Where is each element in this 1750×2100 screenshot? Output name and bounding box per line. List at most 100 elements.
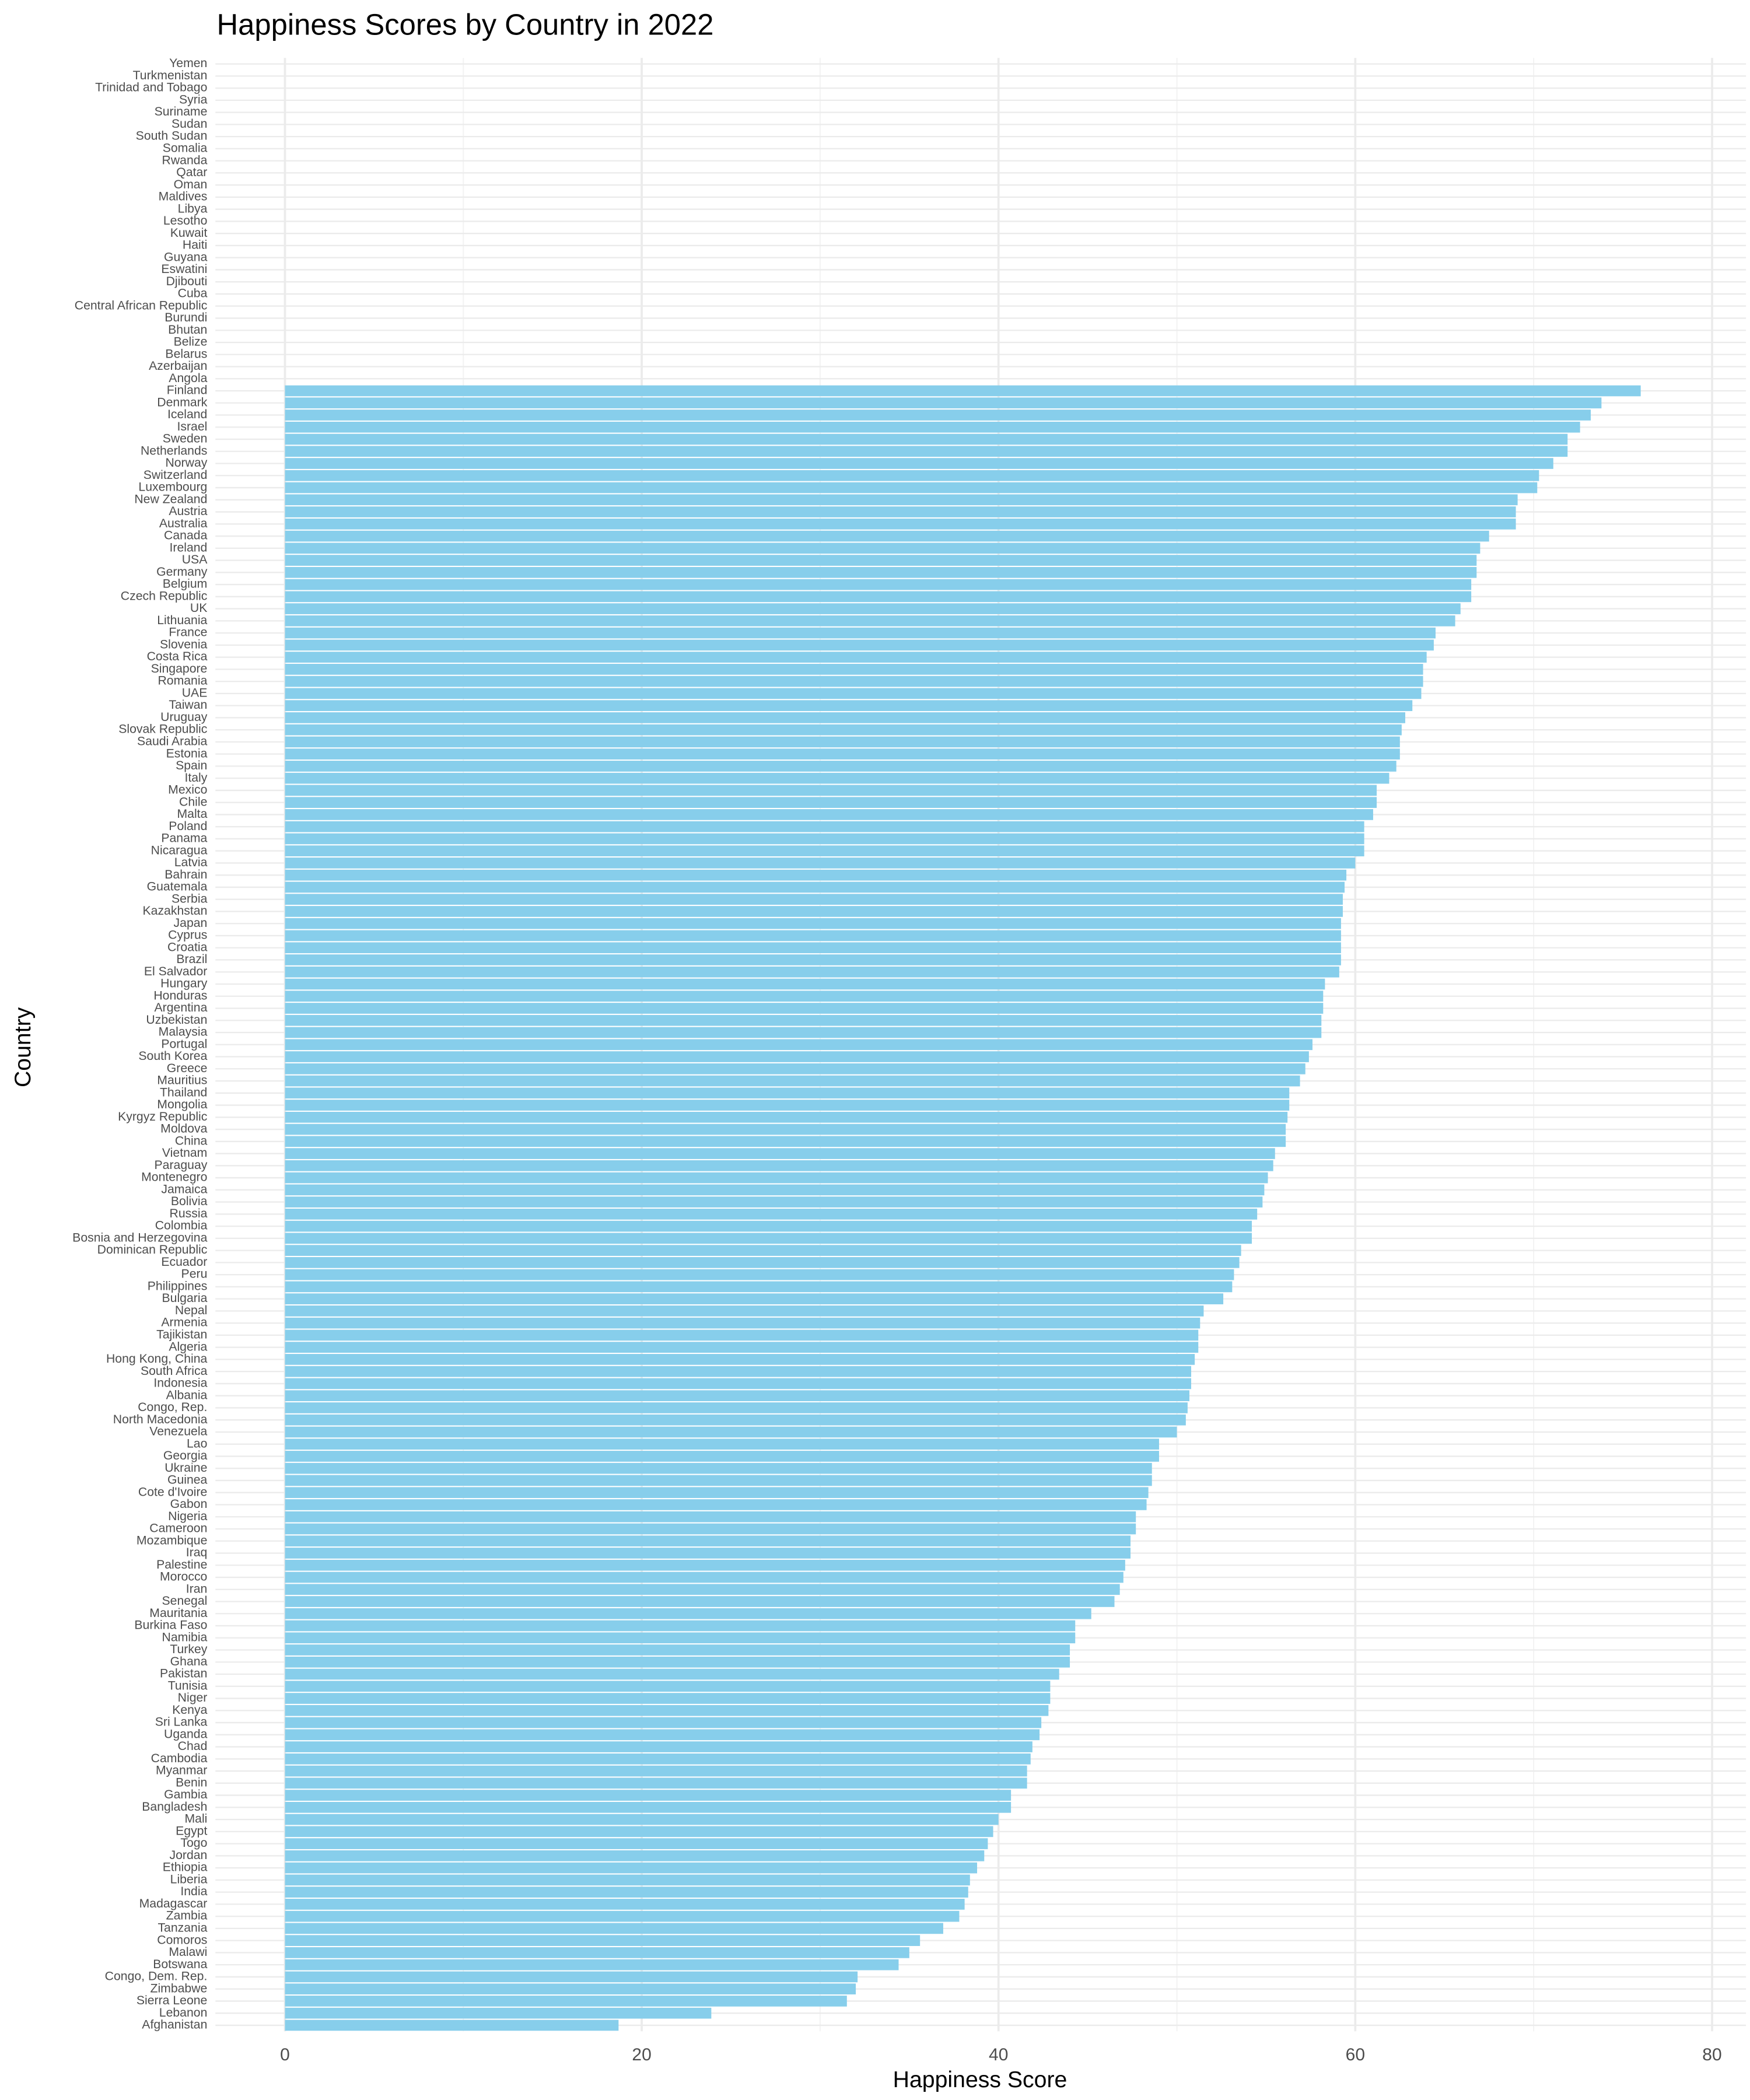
bar (285, 1124, 1286, 1135)
bar (285, 1003, 1324, 1014)
bar (285, 772, 1390, 784)
y-tick-label: Lithuania (157, 614, 207, 627)
y-tick-label: Liberia (170, 1873, 208, 1886)
y-tick-label: Bhutan (168, 323, 207, 337)
bar (285, 1366, 1192, 1377)
y-tick-label: Jamaica (161, 1182, 207, 1196)
y-tick-label: Qatar (176, 166, 207, 179)
y-tick-label: UAE (182, 686, 208, 699)
bar (285, 1559, 1125, 1571)
bar (285, 1499, 1147, 1510)
y-tick-label: Costa Rica (147, 650, 208, 663)
bar (285, 1608, 1091, 1619)
bar (285, 1777, 1027, 1789)
y-tick-label: Djibouti (166, 275, 208, 288)
y-tick-label: Gambia (164, 1788, 207, 1801)
bar (285, 506, 1516, 517)
y-tick-label: South Korea (138, 1049, 207, 1063)
bar (285, 1535, 1131, 1547)
bar (285, 1826, 993, 1838)
y-tick-label: Burundi (164, 311, 207, 324)
y-tick-label: Guatemala (147, 880, 208, 894)
bar (285, 615, 1455, 626)
y-tick-label: Greece (167, 1062, 208, 1075)
bar (285, 1753, 1031, 1765)
bar (285, 518, 1516, 530)
y-tick-label: Nigeria (168, 1510, 207, 1523)
y-tick-label: Madagascar (139, 1897, 208, 1910)
y-tick-label: Norway (165, 456, 207, 470)
bar (285, 821, 1364, 832)
bar (285, 1014, 1322, 1026)
y-tick-label: Cyprus (168, 929, 207, 942)
y-tick-label: Cameroon (149, 1522, 207, 1535)
bar (285, 1269, 1234, 1280)
y-tick-label: Mongolia (157, 1098, 207, 1111)
bar (285, 1572, 1124, 1583)
bar (285, 530, 1489, 542)
y-tick-label: Cuba (178, 287, 208, 300)
bar (285, 1329, 1199, 1341)
y-tick-label: Sweden (163, 432, 208, 446)
y-tick-label: Malawi (169, 1945, 207, 1959)
y-tick-label: Palestine (156, 1558, 207, 1572)
bar (285, 1209, 1258, 1220)
x-tick-label: 60 (1346, 2045, 1365, 2064)
y-tick-label: Thailand (160, 1086, 207, 1099)
bar (285, 639, 1434, 651)
bar (285, 1874, 970, 1886)
y-tick-label: El Salvador (144, 965, 208, 978)
bar (285, 785, 1377, 796)
y-tick-label: Central African Republic (75, 299, 208, 312)
y-tick-label: Kazakhstan (142, 904, 207, 918)
y-tick-label: Zimbabwe (150, 1982, 207, 1995)
y-tick-label: Cote d'Ivoire (138, 1485, 207, 1499)
y-tick-label: Mali (184, 1812, 207, 1826)
y-tick-label: Congo, Dem. Rep. (105, 1970, 208, 1983)
y-tick-label: New Zealand (134, 492, 207, 506)
bar (285, 906, 1343, 917)
y-tick-label: Malta (177, 807, 207, 821)
bar (285, 1741, 1032, 1752)
y-tick-label: Croatia (167, 940, 208, 954)
bar (285, 1390, 1189, 1402)
bar (285, 1996, 847, 2007)
bar (285, 930, 1341, 942)
y-tick-label: Algeria (169, 1340, 207, 1353)
bar (285, 748, 1400, 760)
bar (285, 1414, 1186, 1426)
y-tick-label: Afghanistan (142, 2018, 207, 2032)
y-tick-label: Honduras (153, 989, 207, 1002)
y-tick-label: Myanmar (156, 1764, 207, 1777)
y-axis-label: Country (10, 1007, 36, 1087)
y-tick-label: Niger (178, 1691, 208, 1704)
y-tick-label: Iran (186, 1582, 208, 1595)
bar (285, 1075, 1300, 1087)
y-tick-label: Belize (174, 335, 208, 349)
y-tick-label: Iceland (167, 408, 207, 421)
bar (285, 1233, 1252, 1244)
bar (285, 664, 1423, 675)
bar (285, 2020, 619, 2031)
bar (285, 881, 1345, 893)
y-tick-label: Spain (176, 759, 207, 772)
y-tick-label: Maldives (159, 190, 208, 204)
y-tick-label: Serbia (172, 892, 208, 905)
bar (285, 1910, 960, 1922)
y-tick-label: Turkmenistan (133, 69, 208, 82)
bar (285, 1317, 1200, 1329)
bar (285, 1100, 1290, 1111)
y-tick-label: Mozambique (136, 1534, 207, 1547)
y-tick-label: Comoros (157, 1933, 207, 1947)
y-tick-label: Austria (169, 505, 207, 518)
y-tick-label: Slovak Republic (118, 723, 208, 736)
y-tick-label: Kyrgyz Republic (118, 1110, 208, 1124)
y-tick-label: Zambia (166, 1909, 208, 1923)
bar (285, 1281, 1233, 1293)
y-tick-label: Canada (164, 529, 208, 542)
bar (285, 603, 1461, 614)
bar (285, 1063, 1306, 1074)
bar (285, 627, 1436, 639)
bar (285, 1656, 1070, 1668)
y-tick-label: Kuwait (170, 226, 208, 240)
